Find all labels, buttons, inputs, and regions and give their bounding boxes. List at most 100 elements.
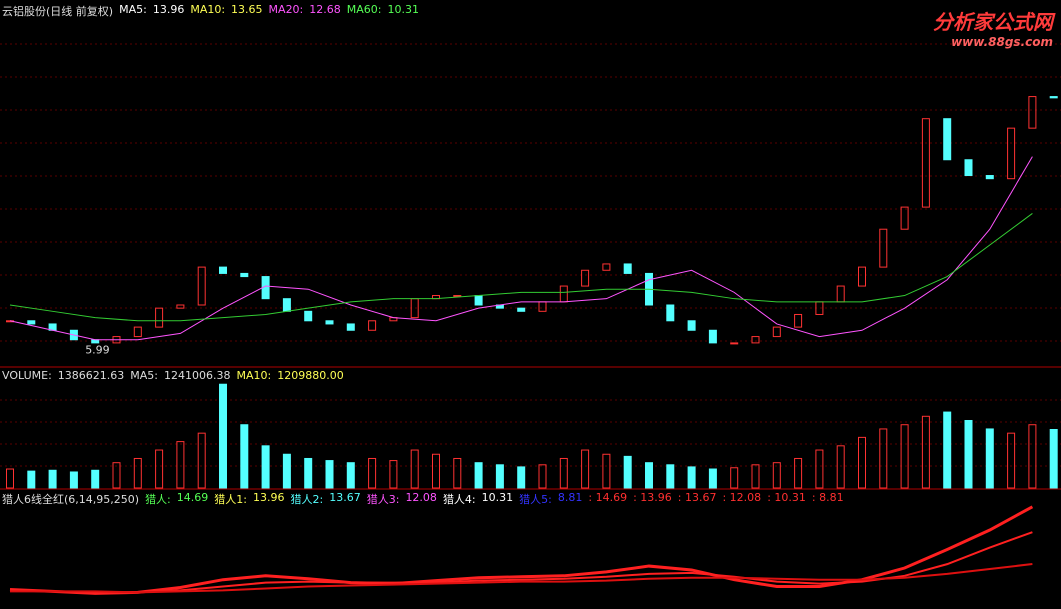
- indicator-line: [9, 531, 1033, 594]
- volume-bar: [155, 449, 164, 489]
- volume-bar: [559, 457, 568, 489]
- candle: [155, 307, 164, 328]
- volume-bar: [240, 424, 249, 489]
- volume-bar: [538, 464, 547, 489]
- volume-bar: [858, 436, 866, 489]
- volume-bar: [325, 460, 334, 489]
- volume-bar: [410, 449, 419, 489]
- vol-name: MA5:: [130, 369, 158, 382]
- volume-bar: [581, 449, 590, 489]
- volume-bar: [6, 468, 14, 489]
- red-label: : 12.08: [722, 491, 762, 504]
- volume-bar: [432, 453, 440, 489]
- red-label: : 13.96: [633, 491, 672, 504]
- red-label: : 10.31: [767, 491, 806, 504]
- volume-bar: [112, 462, 121, 489]
- volume-bar: [943, 411, 952, 489]
- red-label: : 13.67: [677, 491, 717, 504]
- volume-bar: [836, 445, 845, 489]
- candle: [730, 342, 739, 345]
- candle: [1028, 96, 1037, 129]
- volume-bar: [815, 449, 824, 489]
- stock-title: 云铝股份(日线 前复权): [2, 5, 114, 18]
- volume-bar: [1028, 424, 1037, 489]
- volume-bar: [27, 470, 36, 489]
- candle: [900, 206, 909, 230]
- candle: [27, 320, 36, 325]
- volume-bar: [602, 453, 611, 489]
- candle: [197, 266, 206, 306]
- candle: [751, 336, 760, 344]
- volume-bar: [985, 428, 994, 489]
- candle: [772, 326, 781, 338]
- candle: [517, 307, 526, 312]
- vol-value: 1386621.63: [57, 369, 125, 382]
- candle: [368, 320, 377, 331]
- volume-bar: [645, 462, 653, 489]
- volume-bar: [1049, 429, 1058, 489]
- legend-value: 13.67: [329, 491, 361, 504]
- volume-bar: [48, 469, 57, 489]
- ma-name: MA10:: [190, 3, 226, 16]
- vol-value: 1209880.00: [277, 369, 344, 382]
- ma-name: MA20:: [268, 3, 304, 16]
- indicator-header: 猎人6线全红(6,14,95,250) 猎人: 14.69 猎人1: 13.96 猎人2:…: [2, 491, 844, 507]
- ma-value: 13.65: [231, 3, 263, 16]
- candle: [133, 326, 142, 338]
- logo-name: 分析家公式网: [933, 10, 1053, 34]
- legend-name: 猎人1:: [214, 493, 247, 506]
- candle: [794, 313, 803, 328]
- volume-bar: [368, 457, 377, 489]
- candle: [581, 269, 590, 287]
- ma-line: [9, 213, 1033, 322]
- min-price-label: 5.99: [85, 344, 110, 357]
- volume-bar: [133, 457, 142, 489]
- candle: [921, 118, 930, 208]
- candle: [666, 304, 675, 322]
- candle: [219, 266, 227, 274]
- candle: [858, 266, 866, 287]
- candle: [836, 285, 845, 303]
- legend-value: 13.96: [253, 491, 285, 504]
- ma-name: MA5:: [119, 3, 147, 16]
- ma-value: 13.96: [152, 3, 185, 16]
- candle: [538, 301, 547, 312]
- volume-bar: [474, 462, 483, 489]
- candle: [879, 228, 888, 268]
- red-label: : 8.81: [811, 491, 844, 504]
- ma-value: 12.68: [309, 3, 341, 16]
- volume-bar: [730, 467, 739, 489]
- candle: [708, 329, 717, 344]
- volume-bar: [794, 457, 803, 489]
- volume-bar: [389, 460, 398, 489]
- candle: [623, 263, 632, 274]
- vol-value: 1241006.38: [164, 369, 231, 382]
- legend-value: 8.81: [557, 491, 583, 504]
- volume-bar: [346, 462, 355, 489]
- volume-bar: [219, 383, 227, 489]
- volume-bar: [921, 415, 930, 489]
- volume-bar: [197, 432, 206, 489]
- candle: [240, 272, 249, 278]
- candle: [964, 159, 973, 177]
- candle: [410, 298, 419, 319]
- candle: [559, 285, 568, 303]
- volume-bar: [282, 453, 291, 489]
- volume-bar: [304, 457, 313, 489]
- candle: [1007, 127, 1016, 180]
- candle: [985, 175, 994, 180]
- logo-url: www.88gs.com: [951, 35, 1053, 49]
- legend-name: 猎人4:: [442, 493, 476, 506]
- candle: [304, 310, 313, 322]
- red-label: : 14.69: [588, 491, 628, 504]
- volume-bar: [772, 462, 781, 489]
- ma-name: MA60:: [346, 3, 382, 16]
- volume-bar: [687, 466, 696, 489]
- volume-bar: [453, 457, 462, 489]
- vol-name: VOLUME:: [2, 369, 52, 382]
- volume-bar: [900, 424, 909, 489]
- candle: [282, 298, 291, 312]
- candle: [474, 295, 483, 306]
